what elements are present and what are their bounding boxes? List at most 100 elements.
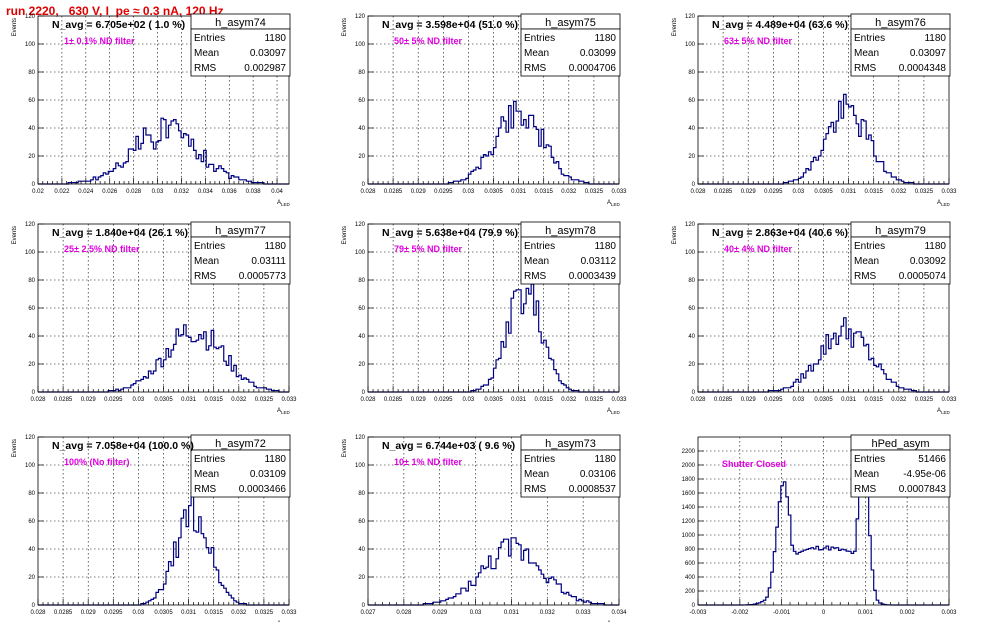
x-tick-label: 0.022 xyxy=(54,189,70,195)
y-tick-label: 100 xyxy=(25,250,36,256)
n-avg-annotation: N_avg = 6.744e+03 ( 9.6 %) xyxy=(382,440,515,452)
y-tick-label: 1200 xyxy=(682,519,696,525)
y-axis-label: Events xyxy=(12,18,18,36)
stats-value: 1180 xyxy=(924,241,946,252)
stats-label: Entries xyxy=(524,241,555,252)
stats-value: 0.0003466 xyxy=(239,484,287,495)
x-tick-label: 0.0315 xyxy=(865,397,884,403)
histogram-bars xyxy=(698,93,949,185)
y-tick-label: 80 xyxy=(688,278,695,284)
x-tick-label: 0.0305 xyxy=(484,397,503,403)
histogram-panel-hPed_asym: -0.003 -0.002 -0.001 0 0.001 0.002 0.003 0 200 40… xyxy=(682,434,957,616)
y-axis-label: Events xyxy=(672,18,678,36)
x-tick-label: 0.033 xyxy=(941,397,957,403)
x-tick-label: 0.0325 xyxy=(585,189,604,195)
y-tick-label: 20 xyxy=(28,362,35,368)
y-tick-label: 120 xyxy=(25,435,36,441)
y-tick-label: 80 xyxy=(358,491,365,497)
y-axis-label: Events xyxy=(342,18,348,36)
stats-box xyxy=(520,28,621,77)
histogram-name: hPed_asym xyxy=(871,438,929,450)
x-tick-label: 0.02 xyxy=(32,189,44,195)
y-tick-label: 20 xyxy=(688,362,695,368)
histogram-bars xyxy=(38,324,289,393)
x-tick-label: 0.0295 xyxy=(764,189,783,195)
y-tick-label: 0 xyxy=(692,390,696,396)
stats-box xyxy=(520,449,621,498)
stats-label: Mean xyxy=(194,256,219,267)
stats-box xyxy=(190,236,291,285)
y-tick-label: 0 xyxy=(32,603,36,609)
histogram-panel-h_asym74: 0.02 0.022 0.024 0.026 0.028 0.03 0.032 0.034 0.… xyxy=(12,13,291,207)
x-tick-label: 0.0285 xyxy=(714,397,733,403)
y-axis-label: Events xyxy=(12,439,18,457)
y-tick-label: 120 xyxy=(25,14,36,20)
filter-annotation: Shutter Closed xyxy=(722,459,786,469)
stats-label: Mean xyxy=(194,48,219,59)
stats-label: Mean xyxy=(524,48,549,59)
y-tick-label: 100 xyxy=(355,42,366,48)
stats-box xyxy=(850,236,951,285)
stats-box xyxy=(190,28,291,77)
x-tick-label: 0.0285 xyxy=(714,189,733,195)
stats-value: 0.03097 xyxy=(910,48,947,59)
stats-label: Entries xyxy=(854,33,885,44)
x-tick-label: 0.0305 xyxy=(484,189,503,195)
y-tick-label: 80 xyxy=(358,70,365,76)
x-tick-label: 0.031 xyxy=(504,610,520,616)
y-tick-label: 600 xyxy=(685,561,696,567)
x-tick-label: 0.0295 xyxy=(764,397,783,403)
y-tick-label: 120 xyxy=(685,222,696,228)
x-tick-label: 0.029 xyxy=(411,397,427,403)
x-tick-label: 0.032 xyxy=(891,397,907,403)
y-tick-label: 80 xyxy=(358,278,365,284)
x-tick-label: 0.033 xyxy=(941,189,957,195)
x-tick-label: 0 xyxy=(822,610,826,616)
y-tick-label: 120 xyxy=(25,222,36,228)
histogram-name: h_asym75 xyxy=(545,17,596,29)
stats-value: 0.0005773 xyxy=(239,271,287,282)
filter-annotation: 50± 5% ND filter xyxy=(394,36,462,46)
y-tick-label: 60 xyxy=(28,98,35,104)
stats-label: RMS xyxy=(194,63,217,74)
stats-value: 1180 xyxy=(594,241,616,252)
stats-value: 0.03112 xyxy=(581,256,617,267)
histogram-bars xyxy=(368,100,619,185)
filter-annotation: 1± 0.1% ND filter xyxy=(64,36,135,46)
y-tick-label: 20 xyxy=(28,575,35,581)
x-axis-label: ALED xyxy=(937,408,951,415)
x-tick-label: 0.029 xyxy=(741,397,757,403)
y-tick-label: 60 xyxy=(358,306,365,312)
x-tick-label: 0.029 xyxy=(81,610,97,616)
x-tick-label: 0.0285 xyxy=(384,189,403,195)
stats-value: 0.03106 xyxy=(580,469,617,480)
y-axis-label: Events xyxy=(342,439,348,457)
stats-label: RMS xyxy=(194,484,217,495)
y-tick-label: 20 xyxy=(28,154,35,160)
x-tick-label: 0.03 xyxy=(470,610,482,616)
x-axis-label: ALED xyxy=(277,200,291,207)
x-tick-label: 0.024 xyxy=(78,189,94,195)
histogram-name: h_asym76 xyxy=(875,17,926,29)
stats-box xyxy=(850,449,951,498)
y-tick-label: 20 xyxy=(358,575,365,581)
histogram-name: h_asym78 xyxy=(545,225,596,237)
y-tick-label: 20 xyxy=(358,154,365,160)
x-tick-label: 0.028 xyxy=(690,189,706,195)
y-tick-label: 80 xyxy=(688,70,695,76)
y-tick-label: 60 xyxy=(358,519,365,525)
x-tick-label: 0.029 xyxy=(81,397,97,403)
x-tick-label: 0.04 xyxy=(271,189,283,195)
filter-annotation: 79± 5% ND filter xyxy=(394,244,462,254)
x-tick-label: 0.03 xyxy=(152,189,164,195)
x-tick-label: 0.032 xyxy=(231,610,247,616)
x-tick-label: 0.0295 xyxy=(434,189,453,195)
x-tick-label: 0.026 xyxy=(102,189,118,195)
x-tick-label: 0.028 xyxy=(690,397,706,403)
x-tick-label: 0.003 xyxy=(941,610,957,616)
x-tick-label: 0.03 xyxy=(793,397,805,403)
y-tick-label: 120 xyxy=(355,222,366,228)
y-tick-label: 60 xyxy=(28,306,35,312)
x-tick-label: 0.0295 xyxy=(434,397,453,403)
